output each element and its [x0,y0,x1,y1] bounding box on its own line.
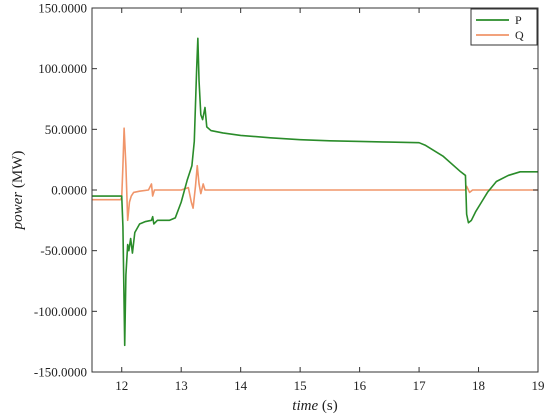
x-tick-label: 12 [115,378,128,393]
y-tick-label: -150.0000 [34,365,87,380]
series-line-Q [92,127,538,222]
x-axis-title: time (s) [292,398,337,414]
x-axis-title-italic: time [292,398,318,414]
ticks: 12 13 14 15 16 17 18 19 150.0000 100.0000 50.0000 0… [34,1,545,394]
plot-area [92,37,538,347]
x-tick-label: 15 [294,378,307,393]
y-axis-title-italic: power [10,192,26,231]
y-tick-label: -100.0000 [34,304,87,319]
x-tick-label: 18 [472,378,485,393]
x-tick-label: 14 [234,378,248,393]
y-axis-title: power (MW) [10,151,26,231]
y-tick-label: 0.0000 [51,183,87,198]
y-tick-label: 100.0000 [38,61,87,76]
y-axis-title-unit: (MW) [10,151,26,189]
legend-label-Q: Q [515,28,524,42]
x-tick-label: 13 [175,378,188,393]
x-axis-title-unit: (s) [322,398,338,414]
x-tick-label: 16 [353,378,367,393]
legend-box [470,8,538,46]
y-tick-label: 50.0000 [45,122,87,137]
x-tick-label: 19 [532,378,545,393]
y-tick-label: 150.0000 [38,1,87,16]
legend: PQ [470,8,538,46]
y-tick-label: -50.0000 [40,243,87,258]
legend-label-P: P [515,13,522,27]
x-tick-label: 17 [413,378,427,393]
series-line-P [92,37,538,347]
